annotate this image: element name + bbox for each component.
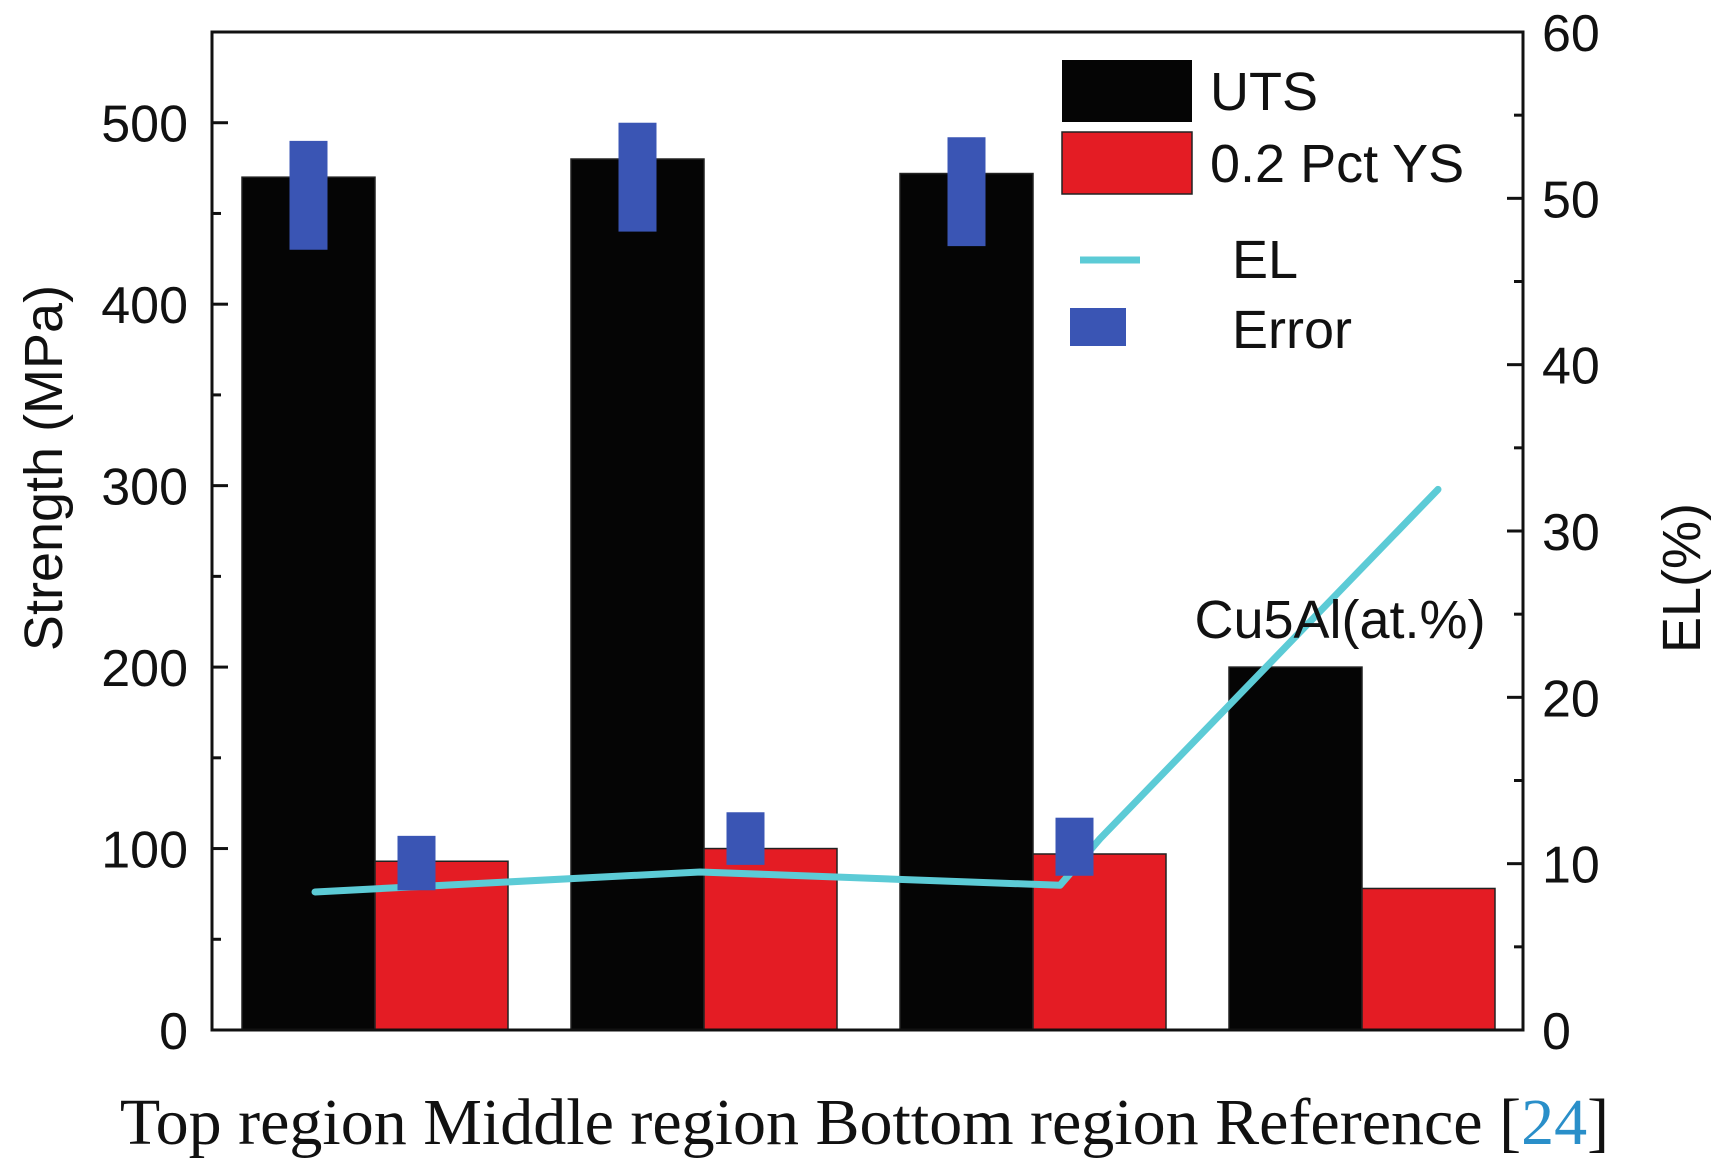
bar-uts-2 xyxy=(570,158,705,1031)
caption-close-bracket: ] xyxy=(1587,1086,1610,1159)
caption-reference-link[interactable]: 24 xyxy=(1521,1086,1588,1159)
y2-tick-label-40: 40 xyxy=(1542,338,1600,396)
y2-axis-title: EL(%) xyxy=(1652,503,1712,653)
annotation-cu5al: Cu5Al(at.%) xyxy=(1194,590,1485,650)
bar-uts-4 xyxy=(1228,666,1363,1031)
error-uts-1 xyxy=(289,140,328,250)
legend-label-uts: UTS xyxy=(1210,62,1318,122)
error-ys-1 xyxy=(397,835,436,891)
bar-ys-4 xyxy=(1361,887,1496,1031)
y-tick-label-200: 200 xyxy=(101,640,188,698)
y-tick-label-100: 100 xyxy=(101,822,188,880)
y2-tick-label-30: 30 xyxy=(1542,504,1600,562)
error-ys-3 xyxy=(1055,817,1094,876)
caption-text: Top region Middle region Bottom region R… xyxy=(119,1086,1522,1159)
y2-tick-label-20: 20 xyxy=(1542,670,1600,728)
y-axis-title: Strength (MPa) xyxy=(14,285,74,651)
error-ys-2 xyxy=(726,812,765,865)
legend-label-ys: 0.2 Pct YS xyxy=(1210,134,1464,194)
y2-tick-label-10: 10 xyxy=(1542,837,1600,895)
bar-ys-3 xyxy=(1032,853,1167,1031)
legend-label-error: Error xyxy=(1232,300,1352,360)
bar-uts-3 xyxy=(899,172,1034,1031)
legend-swatch-uts xyxy=(1062,60,1192,122)
y2-tick-label-0: 0 xyxy=(1542,1003,1571,1061)
y-tick-label-300: 300 xyxy=(101,459,188,517)
x-axis-caption: Top region Middle region Bottom region R… xyxy=(0,1085,1729,1161)
legend: UTS 0.2 Pct YS EL Error xyxy=(1061,60,1464,360)
legend-swatch-error xyxy=(1070,308,1126,346)
bar-uts-1 xyxy=(241,176,376,1031)
legend-swatch-ys xyxy=(1061,131,1193,195)
y-tick-label-400: 400 xyxy=(101,277,188,335)
y-tick-label-0: 0 xyxy=(159,1003,188,1061)
error-uts-3 xyxy=(947,137,986,247)
y-tick-label-500: 500 xyxy=(101,96,188,154)
y2-tick-label-50: 50 xyxy=(1542,171,1600,229)
error-uts-2 xyxy=(618,122,657,232)
el-line xyxy=(311,485,1442,896)
y2-tick-label-60: 60 xyxy=(1542,5,1600,63)
legend-label-el: EL xyxy=(1232,230,1298,290)
